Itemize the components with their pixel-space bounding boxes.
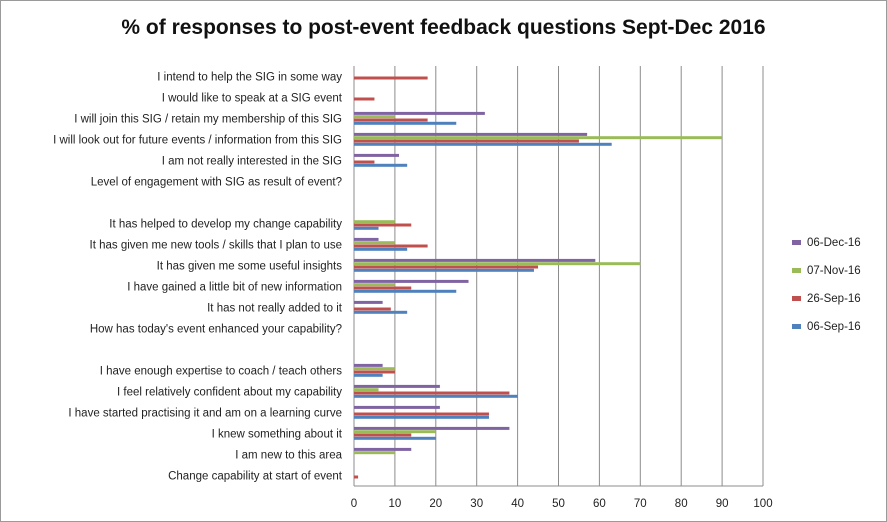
bar xyxy=(354,289,457,293)
bar xyxy=(354,310,408,314)
legend-swatch xyxy=(792,296,801,301)
bar xyxy=(354,118,428,122)
bar xyxy=(354,247,408,251)
bar xyxy=(354,405,440,409)
category-label: I am not really interested in the SIG xyxy=(162,156,342,168)
legend-swatch xyxy=(792,240,801,245)
bar xyxy=(354,436,436,440)
bar xyxy=(354,391,510,395)
category-label: Level of engagement with SIG as result o… xyxy=(91,177,342,189)
bar xyxy=(354,286,412,290)
x-tick-label: 80 xyxy=(675,498,688,510)
legend-label: 26-Sep-16 xyxy=(807,293,861,305)
category-label: I have started practising it and am on a… xyxy=(68,408,342,420)
legend-swatch xyxy=(792,324,801,329)
bar xyxy=(354,415,489,419)
category-label: I knew something about it xyxy=(212,429,343,441)
bar xyxy=(354,433,412,437)
bar xyxy=(354,363,383,367)
x-tick-label: 40 xyxy=(511,498,524,510)
category-label: I would like to speak at a SIG event xyxy=(162,93,343,105)
category-label: It has given me some useful insights xyxy=(157,261,343,273)
bar xyxy=(354,226,379,230)
x-tick-label: 30 xyxy=(470,498,483,510)
category-label: I have enough expertise to coach / teach… xyxy=(100,366,343,378)
bar xyxy=(354,265,539,269)
x-tick-label: 20 xyxy=(429,498,442,510)
x-tick-label: 50 xyxy=(552,498,565,510)
x-tick-label: 0 xyxy=(351,498,357,510)
category-label: How has today's event enhanced your capa… xyxy=(90,324,342,336)
legend-label: 07-Nov-16 xyxy=(807,265,861,277)
bar xyxy=(354,258,596,262)
bar xyxy=(354,163,408,167)
bar xyxy=(354,373,383,377)
legend-label: 06-Dec-16 xyxy=(807,237,861,249)
bar xyxy=(354,283,395,287)
bar xyxy=(354,223,412,227)
x-tick-label: 60 xyxy=(593,498,606,510)
category-label: I intend to help the SIG in some way xyxy=(157,72,342,84)
bar xyxy=(354,142,612,146)
bar xyxy=(354,412,489,416)
bar xyxy=(354,388,379,392)
bar xyxy=(354,268,534,272)
bar xyxy=(354,367,395,371)
x-tick-label: 90 xyxy=(716,498,729,510)
bar xyxy=(354,370,395,374)
category-label: It has given me new tools / skills that … xyxy=(90,240,343,252)
bar xyxy=(354,307,391,311)
bar xyxy=(354,426,510,430)
bar xyxy=(354,76,428,80)
bar xyxy=(354,132,588,136)
category-label: I am new to this area xyxy=(235,450,342,462)
legend-label: 06-Sep-16 xyxy=(807,321,861,333)
category-label: I feel relatively confident about my cap… xyxy=(117,387,342,399)
bar xyxy=(354,279,469,283)
bar xyxy=(354,237,379,241)
category-label: I will join this SIG / retain my members… xyxy=(74,114,342,126)
bar xyxy=(354,139,579,143)
category-label: I will look out for future events / info… xyxy=(53,135,342,147)
bar xyxy=(354,241,395,245)
x-tick-label: 70 xyxy=(634,498,647,510)
bar xyxy=(354,451,395,455)
x-tick-label: 10 xyxy=(389,498,402,510)
bar xyxy=(354,97,375,101)
x-tick-label: 100 xyxy=(753,498,772,510)
bar xyxy=(354,475,359,479)
bar xyxy=(354,115,395,119)
bar xyxy=(354,160,375,164)
bar xyxy=(354,153,399,157)
chart-title: % of responses to post-event feedback qu… xyxy=(121,16,766,39)
category-label: It has helped to develop my change capab… xyxy=(109,219,342,231)
category-label: Change capability at start of event xyxy=(168,471,343,483)
bar xyxy=(354,300,383,304)
bar xyxy=(354,121,457,125)
bar xyxy=(354,384,440,388)
bar xyxy=(354,394,518,398)
bar xyxy=(354,447,412,451)
bar xyxy=(354,111,485,115)
legend-swatch xyxy=(792,268,801,273)
category-label: I have gained a little bit of new inform… xyxy=(127,282,342,294)
bar xyxy=(354,220,395,224)
category-label: It has not really added to it xyxy=(207,303,343,315)
bar xyxy=(354,430,436,434)
bar xyxy=(354,244,428,248)
bar xyxy=(354,136,723,140)
bar xyxy=(354,262,641,266)
